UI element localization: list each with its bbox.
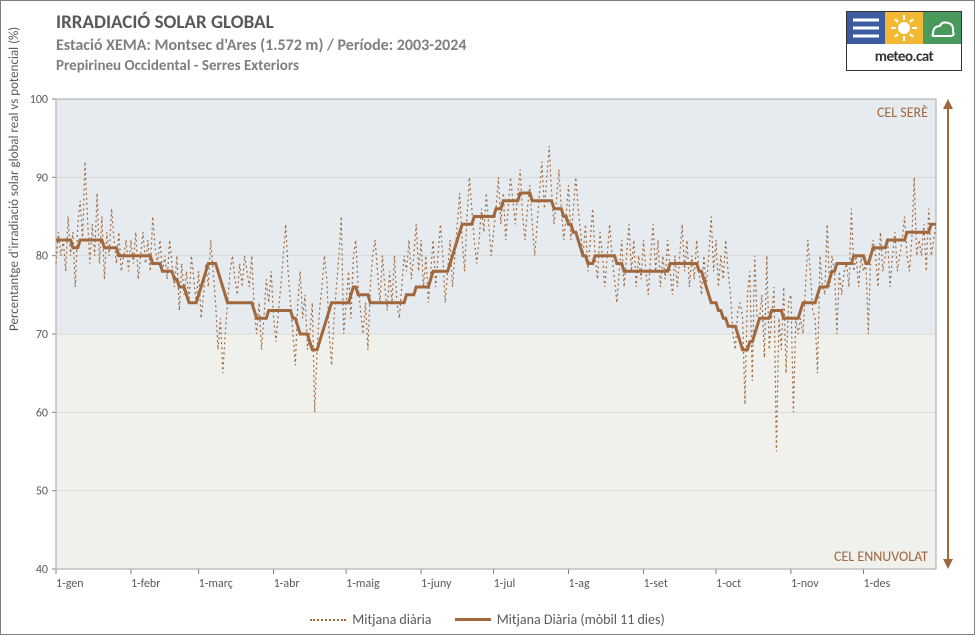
svg-text:100: 100 xyxy=(30,93,48,107)
svg-text:70: 70 xyxy=(36,328,48,342)
svg-text:1-jul: 1-jul xyxy=(494,577,516,591)
legend-label-daily: Mitjana diària xyxy=(352,611,431,628)
chart-subtitle2: Prepirineu Occidental - Serres Exteriors xyxy=(56,57,964,75)
svg-text:1-des: 1-des xyxy=(863,577,890,591)
svg-text:1-març: 1-març xyxy=(199,577,233,591)
svg-text:60: 60 xyxy=(36,406,48,420)
svg-text:40: 40 xyxy=(36,563,48,577)
meteocat-logo: meteo.cat xyxy=(846,11,962,71)
legend: Mitjana diària Mitjana Diària (mòbil 11 … xyxy=(1,608,974,629)
chart-title: IRRADIACIÓ SOLAR GLOBAL xyxy=(56,11,964,34)
legend-dotted-swatch xyxy=(310,619,346,621)
svg-text:50: 50 xyxy=(36,485,48,499)
y-axis-label: Percentantge d'irradiació solar global r… xyxy=(7,27,22,331)
svg-text:1-gen: 1-gen xyxy=(56,577,84,591)
svg-text:CEL ENNUVOLAT: CEL ENNUVOLAT xyxy=(834,548,928,565)
svg-text:1-oct: 1-oct xyxy=(716,577,741,591)
chart-subtitle: Estació XEMA: Montsec d'Ares (1.572 m) /… xyxy=(56,36,964,55)
svg-text:1-febr: 1-febr xyxy=(131,577,160,591)
chart-container: IRRADIACIÓ SOLAR GLOBAL Estació XEMA: Mo… xyxy=(0,0,975,635)
svg-text:1-ag: 1-ag xyxy=(569,577,591,591)
svg-text:1-abr: 1-abr xyxy=(274,577,300,591)
legend-solid-swatch xyxy=(455,618,491,621)
logo-text: meteo.cat xyxy=(847,44,961,70)
svg-text:1-nov: 1-nov xyxy=(791,577,819,591)
svg-text:CEL SERÈ: CEL SERÈ xyxy=(877,104,928,121)
legend-item-moving: Mitjana Diària (mòbil 11 dies) xyxy=(455,611,665,628)
svg-text:1-maig: 1-maig xyxy=(346,577,380,591)
svg-text:90: 90 xyxy=(36,171,48,185)
legend-item-daily: Mitjana diària xyxy=(310,611,431,628)
plot-area: 4050607080901001-gen1-febr1-març1-abr1-m… xyxy=(56,99,936,569)
svg-text:1-juny: 1-juny xyxy=(421,577,452,591)
svg-text:1-set: 1-set xyxy=(643,577,667,591)
chart-header: IRRADIACIÓ SOLAR GLOBAL Estació XEMA: Mo… xyxy=(56,11,964,75)
svg-text:80: 80 xyxy=(36,250,48,264)
legend-label-moving: Mitjana Diària (mòbil 11 dies) xyxy=(497,611,665,628)
